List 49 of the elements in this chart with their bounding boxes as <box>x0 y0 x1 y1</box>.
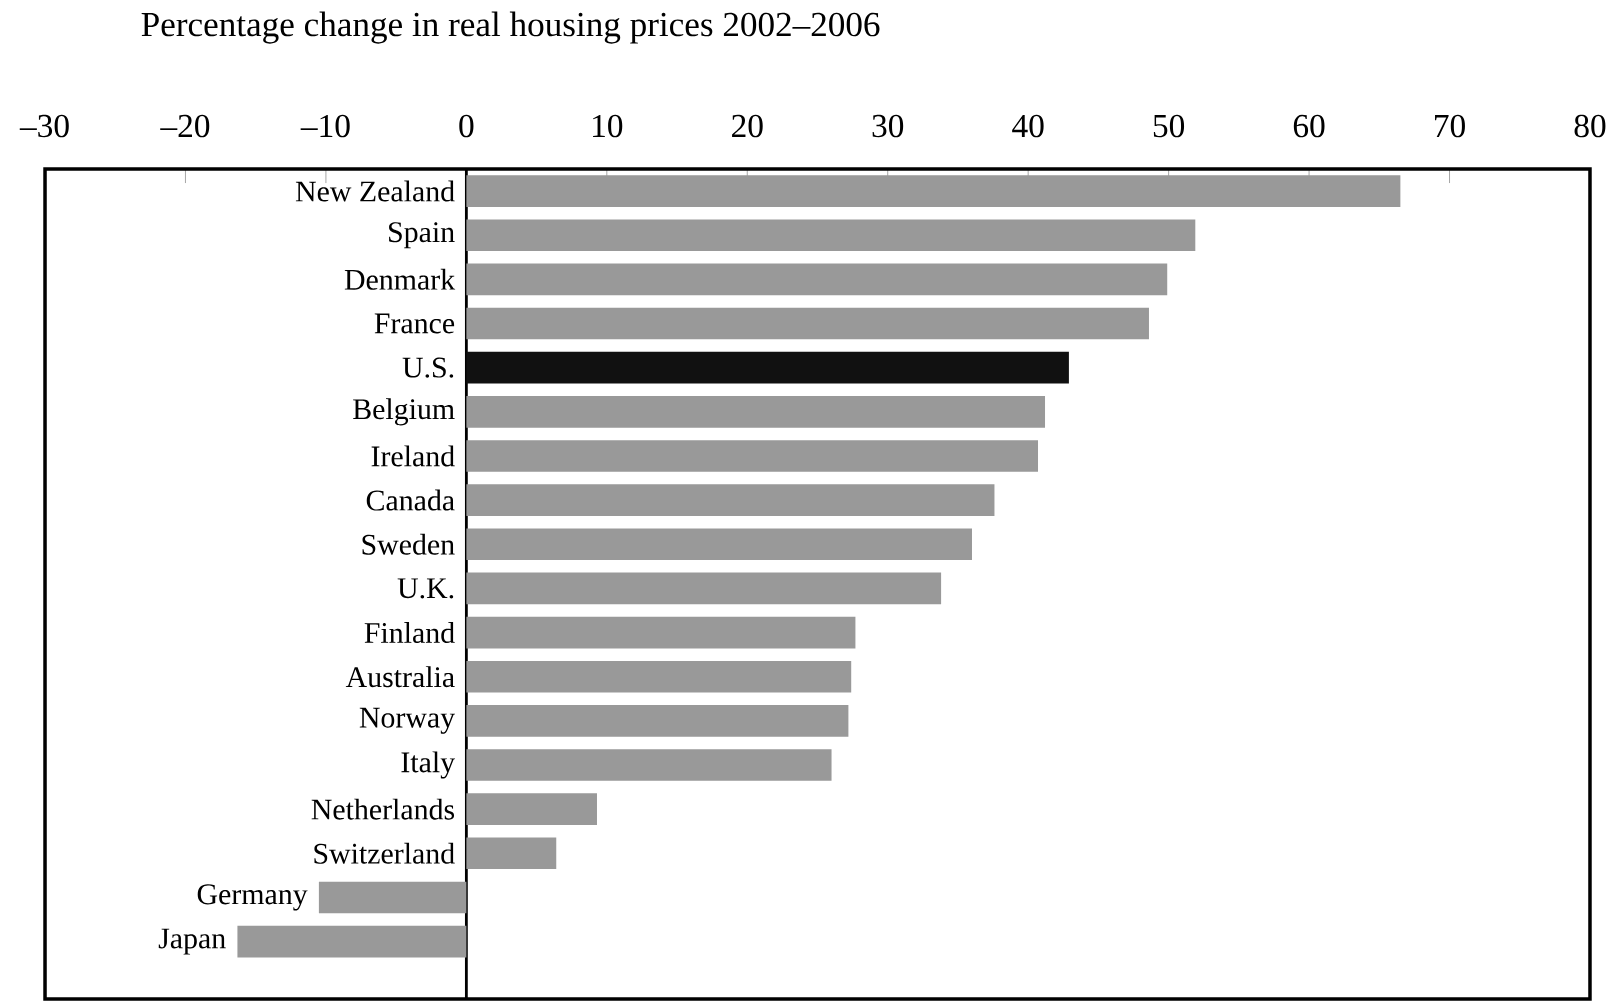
y-tick-label: Denmark <box>344 268 456 290</box>
y-tick-label: U.K. <box>397 578 454 599</box>
y-tick-label: Norway <box>359 707 455 734</box>
x-tick-label: 0 <box>459 114 474 138</box>
bar <box>466 263 1168 296</box>
bar <box>466 749 832 781</box>
chart-title: Percentage change in real housing prices 2002–2006 <box>141 11 880 44</box>
y-tick-label: Australia <box>345 666 455 688</box>
y-tick-label: Canada <box>366 489 455 511</box>
bar <box>466 396 1046 428</box>
bar <box>466 484 995 516</box>
bar <box>466 440 1039 472</box>
x-tick-label: 80 <box>1574 114 1606 138</box>
bar <box>466 616 856 649</box>
bar <box>466 837 557 870</box>
y-tick-label: Switzerland <box>314 842 455 864</box>
x-tick-label: –30 <box>19 114 69 138</box>
bar <box>466 660 852 693</box>
x-tick-label: 60 <box>1293 114 1325 138</box>
bar <box>466 219 1196 252</box>
bar <box>318 881 467 914</box>
y-tick-label: Netherlands <box>311 798 455 820</box>
y-tick-label: Italy <box>401 751 456 779</box>
y-tick-label: Ireland <box>371 445 455 467</box>
x-tick-label: 40 <box>1012 114 1044 138</box>
x-tick-label: 30 <box>872 114 904 138</box>
bar <box>466 572 942 605</box>
y-tick-label: Finland <box>364 622 455 644</box>
bar <box>466 175 1401 207</box>
y-tick-label: Spain <box>389 222 455 249</box>
x-tick-label: 70 <box>1435 114 1465 138</box>
bar <box>466 793 597 825</box>
bar <box>466 528 972 561</box>
x-tick-label: –20 <box>160 114 210 138</box>
y-tick-label: Germany <box>197 884 308 911</box>
bar <box>466 351 1069 384</box>
bar <box>466 705 849 737</box>
y-tick-label: France <box>374 313 455 334</box>
x-tick-label: 10 <box>593 114 623 138</box>
y-tick-label: Sweden <box>362 533 455 555</box>
y-tick-label: Japan <box>158 928 226 955</box>
x-tick-label: –10 <box>300 114 350 138</box>
bar <box>237 925 467 958</box>
x-tick-label: 20 <box>732 114 763 138</box>
y-tick-label: New Zealand <box>295 180 455 202</box>
bar <box>466 307 1149 340</box>
x-tick-label: 50 <box>1153 114 1185 138</box>
y-tick-label: U.S. <box>402 357 454 378</box>
y-tick-label: Belgium <box>353 398 455 426</box>
